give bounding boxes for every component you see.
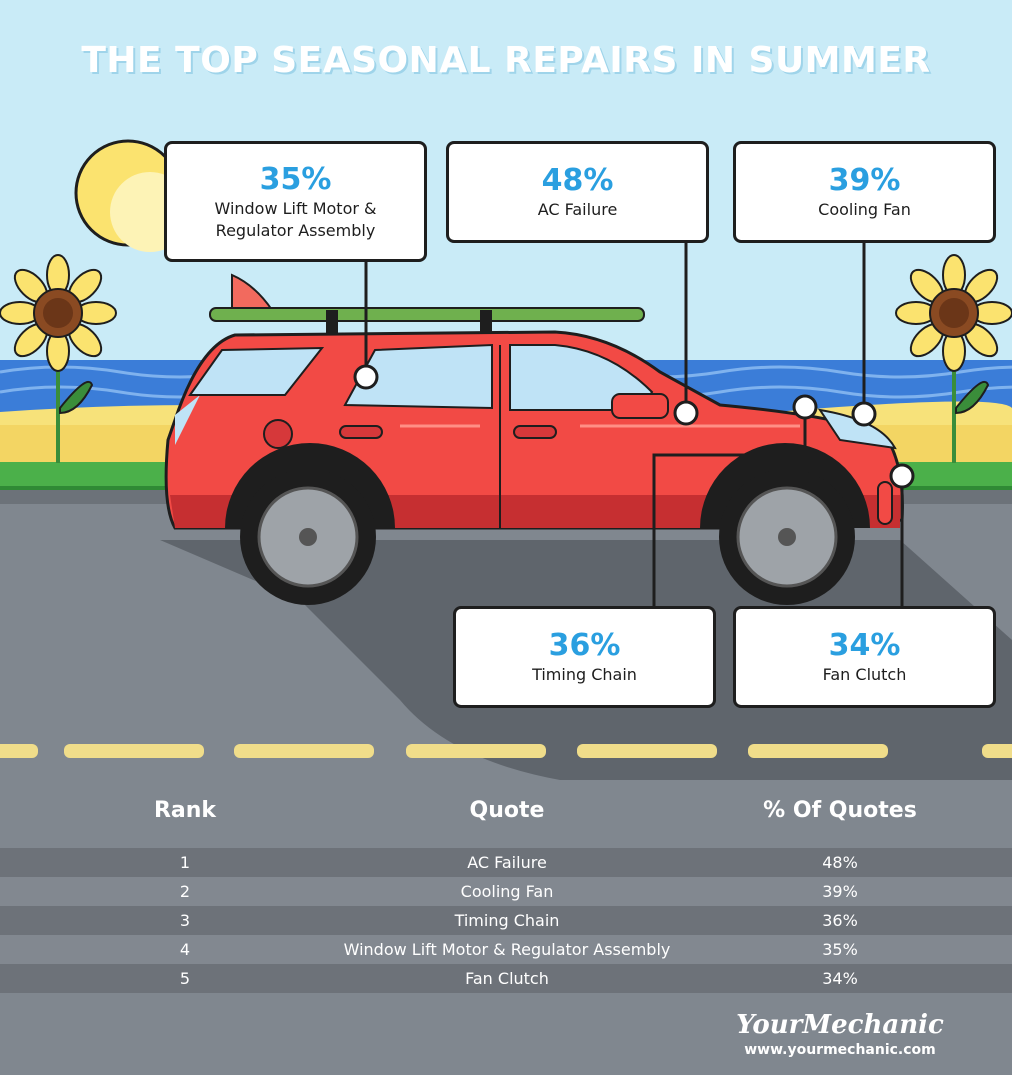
table-row-stripes bbox=[0, 848, 1012, 993]
cell-rank: 5 bbox=[179, 969, 191, 988]
table-row: 2 Cooling Fan 39% bbox=[0, 877, 1012, 906]
cell-rank: 1 bbox=[179, 853, 191, 872]
callout-cooling-fan: 39% Cooling Fan bbox=[733, 141, 996, 243]
callout-label: Window Lift Motor & bbox=[214, 198, 377, 218]
cell-quote: Window Lift Motor & Regulator Assembly bbox=[343, 940, 671, 959]
callout-percent: 36% bbox=[548, 628, 621, 663]
callout-label: Regulator Assembly bbox=[215, 220, 376, 240]
rear-wheel-icon bbox=[240, 469, 376, 605]
sunflower-right-icon bbox=[895, 254, 1012, 463]
cell-percent: 36% bbox=[822, 911, 858, 930]
callout-percent: 48% bbox=[541, 163, 614, 198]
cell-quote: Cooling Fan bbox=[460, 882, 554, 901]
cell-rank: 3 bbox=[179, 911, 191, 930]
callout-ac-failure: 48% AC Failure bbox=[446, 141, 709, 243]
callout-percent: 34% bbox=[828, 628, 901, 663]
callout-leader-lines bbox=[364, 240, 904, 608]
red-car-illustration bbox=[164, 330, 904, 605]
callout-timing-chain: 36% Timing Chain bbox=[453, 606, 716, 708]
callout-percent: 39% bbox=[828, 163, 901, 198]
table-row: 5 Fan Clutch 34% bbox=[0, 964, 1012, 993]
table-row: 3 Timing Chain 36% bbox=[0, 906, 1012, 935]
cell-quote: AC Failure bbox=[467, 853, 547, 872]
table-header-row: Rank Quote % Of Quotes bbox=[0, 798, 1012, 834]
lane-markings bbox=[0, 744, 1012, 758]
brand-url: www.yourmechanic.com bbox=[744, 1042, 936, 1058]
callout-anchor-dots bbox=[353, 364, 915, 489]
callout-label: AC Failure bbox=[537, 200, 618, 219]
brand-logo: YourMechanic www.yourmechanic.com bbox=[720, 1010, 960, 1060]
cell-quote: Fan Clutch bbox=[465, 969, 549, 988]
sunflower-left-icon bbox=[0, 254, 117, 463]
table-row: 4 Window Lift Motor & Regulator Assembly… bbox=[0, 935, 1012, 964]
callout-window-lift: 35% Window Lift Motor & Regulator Assemb… bbox=[164, 141, 427, 262]
page-title: THE TOP SEASONAL REPAIRS IN SUMMER bbox=[81, 40, 931, 81]
cell-percent: 39% bbox=[822, 882, 858, 901]
header-percent: % Of Quotes bbox=[763, 798, 917, 823]
callout-label: Cooling Fan bbox=[818, 200, 911, 219]
callout-fan-clutch: 34% Fan Clutch bbox=[733, 606, 996, 708]
cell-percent: 48% bbox=[822, 853, 858, 872]
cell-quote: Timing Chain bbox=[454, 911, 560, 930]
cell-percent: 34% bbox=[822, 969, 858, 988]
callout-percent: 35% bbox=[259, 161, 332, 197]
cell-percent: 35% bbox=[822, 940, 858, 959]
front-wheel-icon bbox=[719, 469, 855, 605]
cell-rank: 4 bbox=[179, 940, 191, 959]
brand-name: YourMechanic bbox=[736, 1010, 944, 1040]
surfboard-icon bbox=[209, 273, 645, 336]
table-row: 1 AC Failure 48% bbox=[0, 848, 1012, 877]
callout-label: Timing Chain bbox=[532, 665, 637, 684]
callout-label: Fan Clutch bbox=[822, 665, 907, 684]
header-rank: Rank bbox=[153, 798, 217, 823]
header-quote: Quote bbox=[469, 798, 545, 823]
cell-rank: 2 bbox=[179, 882, 191, 901]
